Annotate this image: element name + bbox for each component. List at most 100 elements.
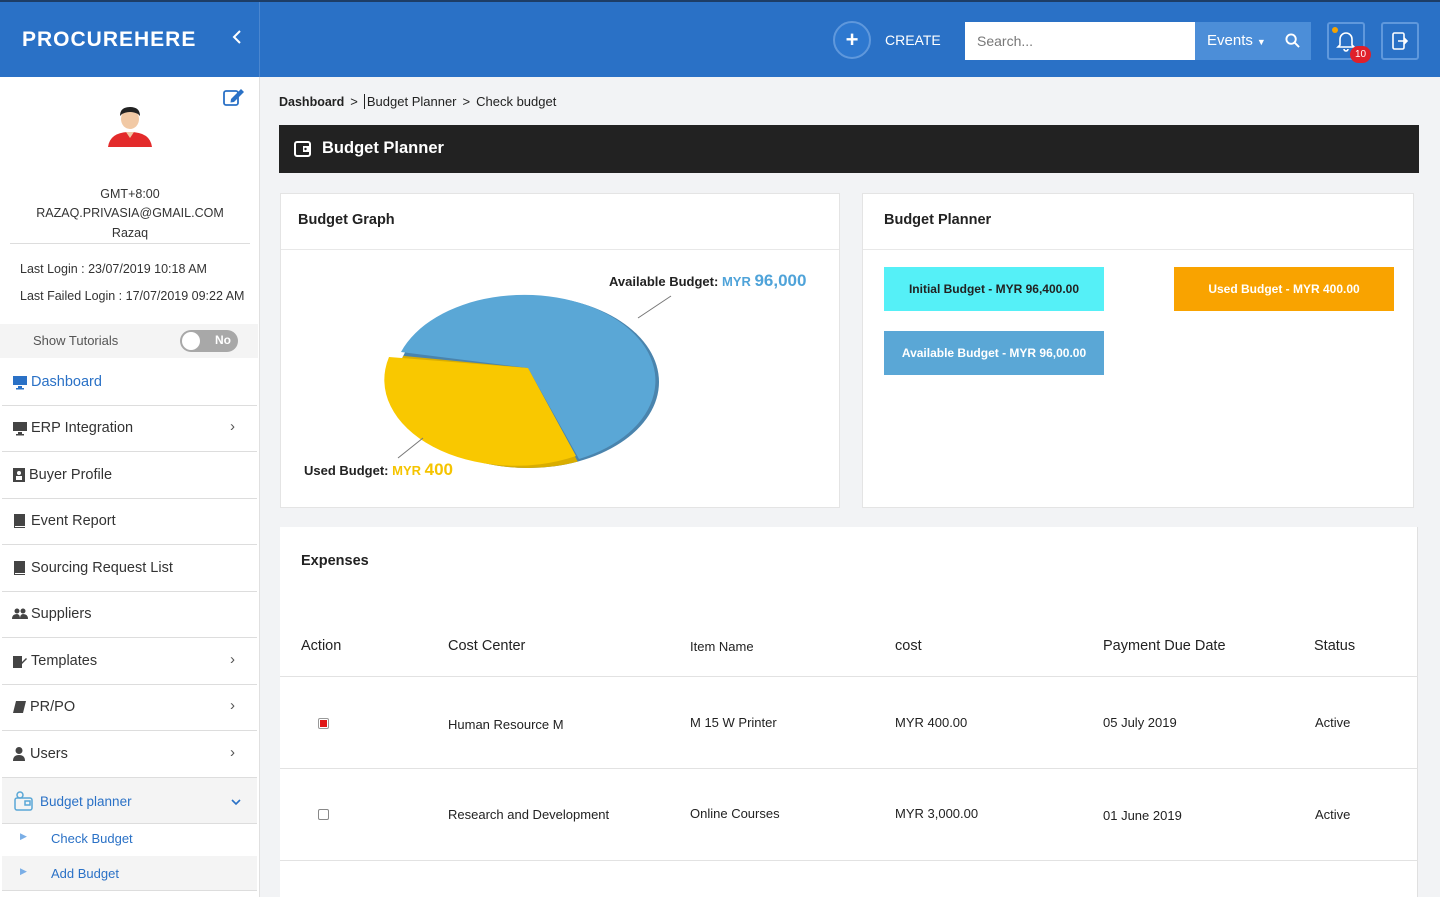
chevron-down-icon xyxy=(230,790,242,812)
sidebar-item-label: Users xyxy=(30,746,68,762)
avatar xyxy=(108,105,152,152)
available-budget-text: Available Budget: xyxy=(609,274,719,289)
used-budget-currency: MYR xyxy=(392,463,422,478)
sidebar-item-label: Event Report xyxy=(31,513,116,529)
sidebar-item-pr-po[interactable]: PR/PO › xyxy=(2,685,257,731)
available-budget-box: Available Budget - MYR 96,00.00 xyxy=(884,331,1104,375)
wallet-icon xyxy=(294,141,311,157)
monitor-icon xyxy=(13,376,27,390)
expenses-title: Expenses xyxy=(301,553,369,569)
available-budget-amount: 96,000 xyxy=(754,271,807,290)
edit-profile-icon[interactable] xyxy=(223,87,245,112)
last-login: Last Login : 23/07/2019 10:18 AM xyxy=(20,262,207,276)
sidebar-item-erp-integration[interactable]: ERP Integration › xyxy=(2,406,257,452)
initial-budget-box: Initial Budget - MYR 96,400.00 xyxy=(884,267,1104,311)
book-icon xyxy=(14,514,25,528)
profile-username: Razaq xyxy=(111,226,149,240)
expenses-section: Expenses Action Cost Center Item Name co… xyxy=(280,527,1418,897)
breadcrumb-dashboard-link[interactable]: Dashboard xyxy=(279,95,345,109)
cell-payment-due-date: 01 June 2019 xyxy=(1103,808,1182,823)
budget-planner-icon xyxy=(14,791,33,811)
users-icon xyxy=(12,608,28,619)
search-button[interactable] xyxy=(1273,22,1311,60)
create-button[interactable]: + xyxy=(833,21,871,59)
available-budget-currency: MYR xyxy=(721,274,751,289)
sidebar-item-label: Templates xyxy=(31,653,98,669)
breadcrumb: Dashboard > Budget Planner > Check budget xyxy=(279,94,556,109)
available-budget-label: Available Budget: MYR 96,000 xyxy=(609,271,806,291)
sidebar-item-users[interactable]: Users › xyxy=(2,732,257,778)
notification-dot xyxy=(1332,27,1338,33)
sidebar-item-label: Budget planner xyxy=(40,794,132,809)
budget-graph-title: Budget Graph xyxy=(298,212,395,228)
cell-item-name: M 15 W Printer xyxy=(690,715,777,730)
sidebar-item-budget-planner[interactable]: Budget planner xyxy=(2,778,257,824)
show-tutorials-toggle[interactable]: No xyxy=(180,330,238,352)
cell-status: Active xyxy=(1315,715,1351,730)
row-checkbox[interactable] xyxy=(318,718,329,729)
sidebar-item-label: Sourcing Request List xyxy=(31,560,173,576)
card-divider xyxy=(281,249,839,250)
used-budget-amount: 400 xyxy=(424,460,454,479)
breadcrumb-separator: > xyxy=(462,94,471,109)
monitor-icon xyxy=(13,422,27,436)
sidebar-item-dashboard[interactable]: Dashboard xyxy=(2,360,257,406)
breadcrumb-budget-planner-link[interactable]: Budget Planner xyxy=(363,94,457,109)
column-header-action: Action xyxy=(301,638,342,654)
profile-divider xyxy=(10,243,250,244)
sidebar-item-event-report[interactable]: Event Report xyxy=(2,499,257,545)
column-header-payment-due-date: Payment Due Date xyxy=(1103,638,1226,654)
events-dropdown[interactable]: Events ▼ xyxy=(1195,22,1273,60)
toggle-state: No xyxy=(215,333,231,347)
table-row-divider xyxy=(280,860,1418,861)
sidebar-subitem-check-budget[interactable]: ▶ Check Budget xyxy=(2,821,257,856)
row-checkbox[interactable] xyxy=(318,809,329,820)
chevron-right-icon: › xyxy=(230,418,235,435)
bell-icon xyxy=(1336,32,1356,52)
cell-cost: MYR 3,000.00 xyxy=(895,806,979,821)
cell-payment-due-date: 05 July 2019 xyxy=(1103,715,1177,730)
brand-logo: PROCUREHERE xyxy=(22,28,197,51)
sidebar-item-templates[interactable]: Templates › xyxy=(2,639,257,685)
id-badge-icon xyxy=(13,468,25,482)
notifications-button[interactable] xyxy=(1327,22,1365,60)
budget-pie-chart xyxy=(384,294,672,468)
card-divider xyxy=(863,249,1413,250)
breadcrumb-separator: > xyxy=(350,94,358,109)
profile-email: RAZAQ.PRIVASIA@GMAIL.COM xyxy=(36,206,224,220)
sidebar-item-label: ERP Integration xyxy=(31,420,134,436)
sidebar-subitem-add-budget[interactable]: ▶ Add Budget xyxy=(2,856,257,891)
collapse-sidebar-icon[interactable] xyxy=(231,27,243,53)
logout-button[interactable] xyxy=(1381,22,1419,60)
sidebar-item-sourcing-request-list[interactable]: Sourcing Request List xyxy=(2,546,257,592)
cell-cost: MYR 400.00 xyxy=(895,715,968,730)
cell-item-name: Online Courses xyxy=(690,806,780,821)
sidebar: GMT+8:00 RAZAQ.PRIVASIA@GMAIL.COM Razaq … xyxy=(0,77,260,897)
used-budget-label: Used Budget: MYR 400 xyxy=(304,460,453,480)
used-budget-text: Used Budget: xyxy=(304,463,389,478)
sidebar-item-buyer-profile[interactable]: Buyer Profile xyxy=(2,453,257,499)
cell-cost-center: Human Resource M xyxy=(448,717,564,732)
breadcrumb-current: Check budget xyxy=(476,94,557,109)
sidebar-item-suppliers[interactable]: Suppliers xyxy=(2,592,257,638)
used-leader-line xyxy=(397,437,424,459)
search-input[interactable] xyxy=(965,22,1195,60)
budget-planner-card: Budget Planner Initial Budget - MYR 96,4… xyxy=(862,193,1414,508)
table-row-divider xyxy=(280,768,1418,769)
last-failed-login: Last Failed Login : 17/07/2019 09:22 AM xyxy=(20,289,245,303)
pie-slice-available-budget xyxy=(401,294,656,459)
sidebar-item-label: Suppliers xyxy=(31,606,92,622)
page-header: Budget Planner xyxy=(279,125,1419,173)
sidebar-subitem-label: Check Budget xyxy=(51,831,133,846)
stamp-icon xyxy=(13,656,27,668)
events-dropdown-label: Events xyxy=(1207,32,1253,49)
budget-graph-card: Budget Graph Available Budget: MYR 96,00… xyxy=(280,193,840,508)
sidebar-item-label: Buyer Profile xyxy=(29,467,113,483)
chevron-right-icon: › xyxy=(230,697,235,714)
create-label[interactable]: CREATE xyxy=(885,32,941,48)
sidebar-item-label: PR/PO xyxy=(30,699,76,715)
show-tutorials-label: Show Tutorials xyxy=(33,333,119,348)
table-row-divider xyxy=(280,676,1418,677)
caret-down-icon: ▼ xyxy=(1256,37,1266,47)
notification-count-badge: 10 xyxy=(1350,46,1371,63)
